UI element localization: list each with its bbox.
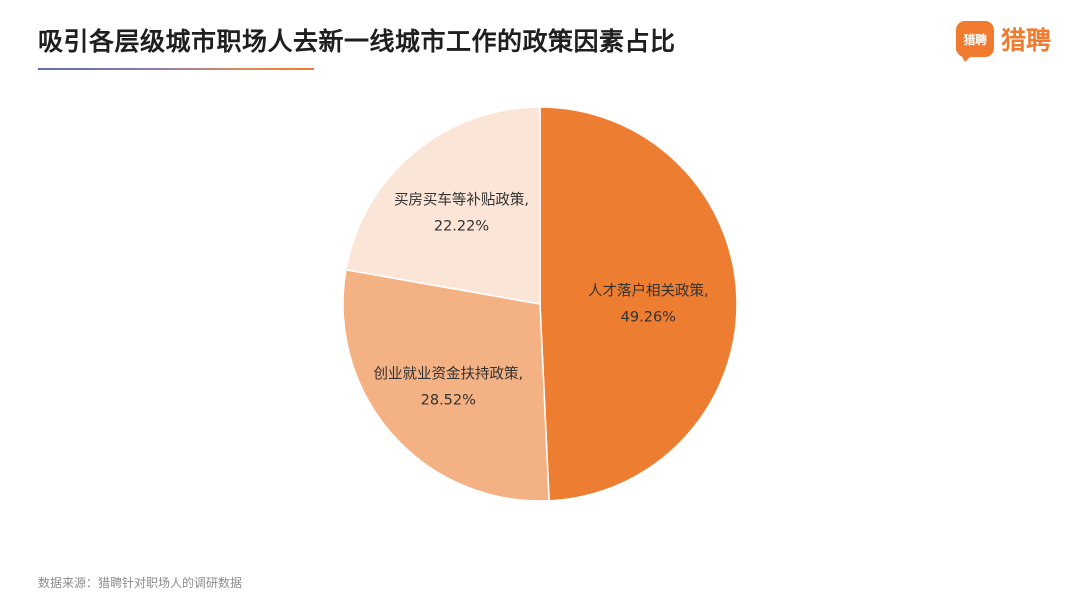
slice-label-2: 创业就业资金扶持政策, (373, 366, 523, 383)
liepin-logo: 猎聘 猎聘 (956, 19, 1052, 62)
pie-slice-3 (345, 106, 541, 305)
pie-slice-1 (539, 106, 738, 502)
slice-label-3: 买房买车等补贴政策, (394, 190, 529, 208)
slice-label-1: 人才落户相关政策, (588, 282, 709, 299)
title-underline (38, 68, 314, 70)
slice-value-3: 22.22% (434, 218, 489, 234)
logo-badge-text: 猎聘 (963, 32, 987, 47)
slice-value-2: 28.52% (421, 393, 476, 409)
data-source: 数据来源：猎聘针对职场人的调研数据 (38, 576, 243, 590)
pie-slice-2 (342, 268, 550, 502)
logo-badge-icon: 猎聘 (956, 21, 994, 62)
chart-title: 吸引各层级城市职场人去新一线城市工作的政策因素占比 (38, 27, 676, 56)
slice-value-1: 49.26% (621, 309, 676, 325)
logo-text: 猎聘 (1001, 26, 1052, 55)
